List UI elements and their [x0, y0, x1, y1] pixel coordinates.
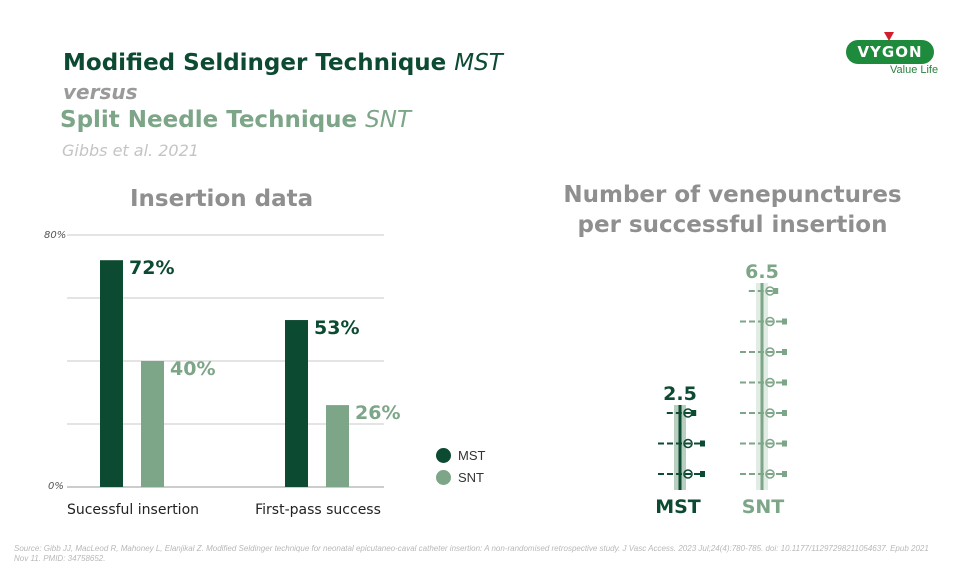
x-label-successful: Sucessful insertion: [67, 502, 199, 518]
y-tick-bottom: 0%: [48, 481, 64, 492]
bar-label-snt-1: 40%: [170, 358, 215, 380]
legend-mst-swatch: [436, 448, 451, 463]
logo-triangle-icon: [884, 32, 894, 41]
needle-icon: [740, 316, 787, 327]
legend-snt: SNT: [436, 470, 485, 485]
title-snt-abbr: SNT: [365, 107, 412, 133]
title-mst-abbr: MST: [454, 50, 503, 76]
bar-label-mst-1: 72%: [129, 257, 174, 279]
legend-snt-swatch: [436, 470, 451, 485]
bar-label-mst-2: 53%: [314, 317, 359, 339]
legend: MST SNT: [436, 448, 485, 492]
venepuncture-value-mst: 2.5: [663, 383, 697, 405]
needle-icon: [658, 469, 705, 479]
legend-snt-label: SNT: [458, 470, 484, 485]
bar-label-snt-2: 26%: [355, 402, 400, 424]
logo-tagline: Value Life: [890, 64, 939, 76]
versus-label: versus: [63, 80, 138, 104]
title-snt: Split Needle Technique SNT: [60, 107, 411, 133]
needle-icon: [658, 438, 705, 449]
needle-icon: [748, 286, 779, 296]
x-label-first-pass: First-pass success: [255, 502, 381, 518]
needle-icon: [740, 408, 787, 418]
bar-mst-2: [285, 320, 308, 487]
mst-category-label: MST: [655, 496, 701, 518]
bar-mst-1: [100, 260, 123, 487]
vygon-logo: VYGON Value Life: [846, 32, 939, 82]
needle-icon: [740, 377, 787, 388]
title-mst: Modified Seldinger Technique MST: [63, 50, 503, 76]
logo-wordmark: VYGON: [846, 40, 934, 64]
needle-icon: [740, 469, 787, 479]
needle-icon: [740, 438, 787, 449]
needle-icon: [740, 347, 787, 357]
bar-snt-1: [141, 361, 164, 487]
needle-icon: [666, 408, 697, 418]
legend-mst-label: MST: [458, 448, 486, 463]
citation: Gibbs et al. 2021: [62, 141, 199, 160]
bar-snt-2: [326, 405, 349, 487]
venepuncture-value-snt: 6.5: [745, 261, 779, 283]
source-citation: Source: Gibb JJ, MacLeod R, Mahoney L, E…: [14, 544, 929, 563]
insertion-chart-title: Insertion data: [130, 186, 314, 212]
venepuncture-chart-title: Number of venepunctures per successful i…: [563, 182, 902, 238]
title-mst-text: Modified Seldinger Technique: [63, 50, 447, 76]
legend-mst: MST: [436, 448, 485, 463]
y-tick-top: 80%: [44, 230, 66, 241]
title-snt-text: Split Needle Technique: [60, 107, 358, 133]
snt-category-label: SNT: [742, 496, 785, 518]
